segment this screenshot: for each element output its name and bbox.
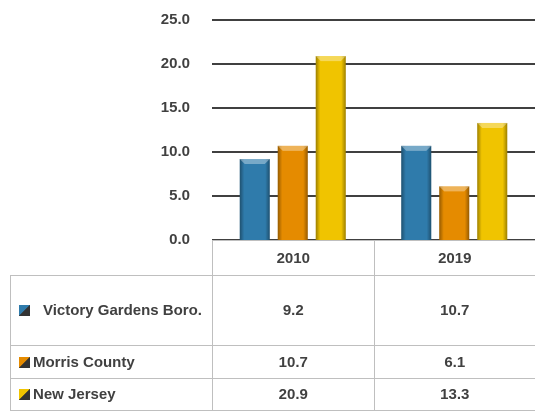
legend-key [19, 356, 30, 368]
legend-label: New Jersey [33, 386, 116, 403]
bar-shade [439, 186, 470, 240]
table-value: 13.3 [373, 378, 535, 411]
bar [239, 159, 270, 240]
table-header: 2019 [373, 240, 535, 276]
table-value: 20.9 [212, 378, 375, 411]
bar-bevel [401, 145, 432, 151]
bar [315, 56, 346, 240]
y-tick-label: 0.0 [169, 231, 190, 248]
bar-bevel [239, 159, 270, 165]
legend-cell: New Jersey [10, 378, 213, 411]
legend-key [19, 305, 30, 316]
table-value: 10.7 [212, 345, 375, 379]
bar [439, 186, 470, 240]
legend-label: Victory Gardens Boro. [43, 302, 202, 319]
bar-shade [239, 159, 270, 240]
legend-cell: Morris County [10, 345, 213, 379]
legend-label: Morris County [33, 353, 135, 371]
bar-bevel [439, 186, 470, 192]
y-tick-label: 15.0 [161, 99, 190, 116]
y-tick-label: 25.0 [161, 11, 190, 28]
table-value: 9.2 [212, 275, 375, 346]
table-value: 10.7 [373, 275, 535, 346]
bar-shade [477, 122, 508, 240]
bar-bevel [315, 56, 346, 62]
bar [277, 145, 308, 240]
legend-key [19, 389, 30, 400]
bar [477, 122, 508, 240]
y-tick-label: 20.0 [161, 55, 190, 72]
y-tick-label: 5.0 [169, 187, 190, 204]
bar-shade [315, 56, 346, 240]
bar-shade [401, 145, 432, 240]
bar-shade [277, 145, 308, 240]
legend-cell: Victory Gardens Boro. [10, 275, 213, 346]
bar [401, 145, 432, 240]
table-value: 6.1 [373, 345, 535, 379]
table-header: 2010 [212, 240, 375, 276]
y-tick-label: 10.0 [161, 143, 190, 160]
bar-bevel [277, 145, 308, 151]
bar-bevel [477, 122, 508, 128]
